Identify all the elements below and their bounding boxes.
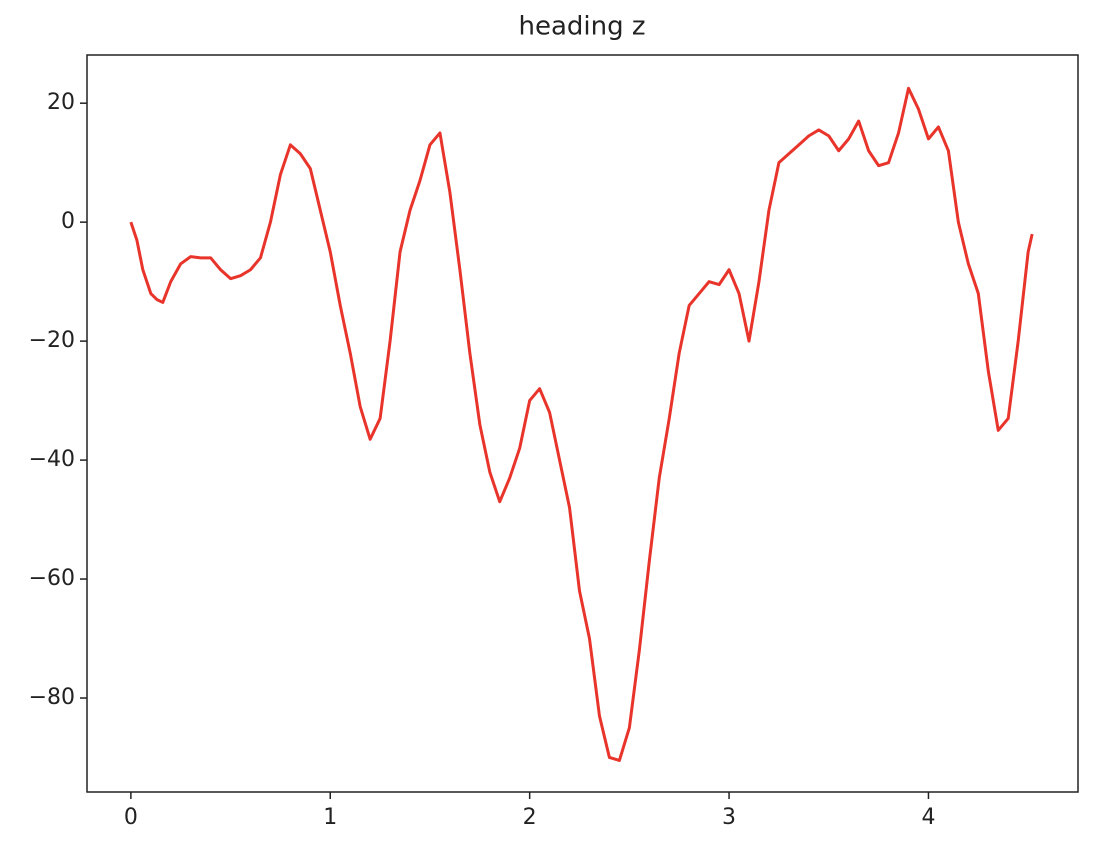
x-tick-label: 2 bbox=[523, 805, 537, 830]
y-tick-label: −40 bbox=[29, 447, 75, 472]
y-tick-label: −80 bbox=[29, 685, 75, 710]
chart-title: heading z bbox=[518, 12, 645, 42]
y-tick-label: −20 bbox=[29, 328, 75, 353]
x-tick-label: 3 bbox=[722, 805, 736, 830]
x-tick-label: 4 bbox=[921, 805, 935, 830]
plot-frame bbox=[86, 54, 1079, 793]
data-line bbox=[129, 86, 1034, 762]
y-tick-label: −60 bbox=[29, 566, 75, 591]
y-tick-label: 0 bbox=[61, 209, 75, 234]
x-tick-label: 0 bbox=[124, 805, 138, 830]
y-tick-label: 20 bbox=[47, 90, 75, 115]
x-tick-label: 1 bbox=[323, 805, 337, 830]
